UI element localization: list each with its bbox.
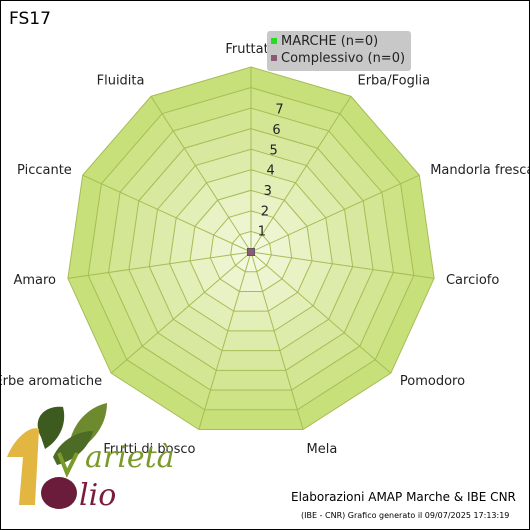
tick-label: 3 <box>264 184 272 199</box>
axis-spoke <box>82 174 252 253</box>
logo-text-olio: lio <box>79 478 116 513</box>
tick-label: 4 <box>267 164 275 179</box>
axis-spoke <box>110 251 252 374</box>
axis-spoke <box>250 251 304 430</box>
logo-v <box>57 452 79 478</box>
axis-spoke <box>250 174 420 253</box>
legend-swatch-complessivo <box>271 54 277 61</box>
logo-numeral <box>7 428 39 505</box>
footer-generated: (IBE - CNR) Grafico generato il 09/07/20… <box>301 511 510 520</box>
axis-label: Mandorla fresca <box>430 163 529 178</box>
legend-label-marche: MARCHE (n=0) <box>281 34 379 49</box>
legend-item-marche: MARCHE (n=0) <box>271 34 378 50</box>
axis-spoke <box>250 251 392 374</box>
axis-label: Frutti di bosco <box>103 442 195 457</box>
logo-olive <box>41 477 77 509</box>
tick-label: 2 <box>261 204 269 219</box>
logo-leaf-dark <box>37 406 65 449</box>
axis-spoke <box>198 251 252 430</box>
axis-label: Erba/Foglia <box>358 73 431 88</box>
footer-credit: Elaborazioni AMAP Marche & IBE CNR <box>291 490 516 504</box>
axis-spoke <box>250 96 352 253</box>
tick-label: 7 <box>275 103 283 118</box>
legend-swatch-marche <box>271 37 277 44</box>
axis-spoke <box>150 96 252 253</box>
chart-title: FS17 <box>9 9 51 29</box>
axis-label: Mela <box>307 442 338 457</box>
logo-leaf-mid <box>53 431 93 465</box>
axis-label: Carciofo <box>446 273 499 288</box>
axis-label: Fruttato <box>225 42 276 57</box>
axis-label: Amaro <box>13 273 56 288</box>
series-1-point <box>247 248 255 256</box>
axis-label: Erbe aromatiche <box>1 374 102 389</box>
axis-spoke <box>67 251 252 279</box>
axis-spoke <box>250 251 435 279</box>
tick-label: 6 <box>272 123 280 138</box>
tick-label: 1 <box>258 225 266 240</box>
legend: MARCHE (n=0) Complessivo (n=0) <box>267 31 411 71</box>
axis-label: Fluidita <box>97 73 145 88</box>
legend-label-complessivo: Complessivo (n=0) <box>281 51 406 66</box>
axis-label: Piccante <box>17 163 72 178</box>
logo-text-varieta: arietà <box>85 440 175 475</box>
axis-label: Pomodoro <box>400 374 465 389</box>
tick-label: 5 <box>269 143 277 158</box>
varieta-olio-logo: arietà lio <box>7 403 175 513</box>
legend-item-complessivo: Complessivo (n=0) <box>271 51 405 67</box>
